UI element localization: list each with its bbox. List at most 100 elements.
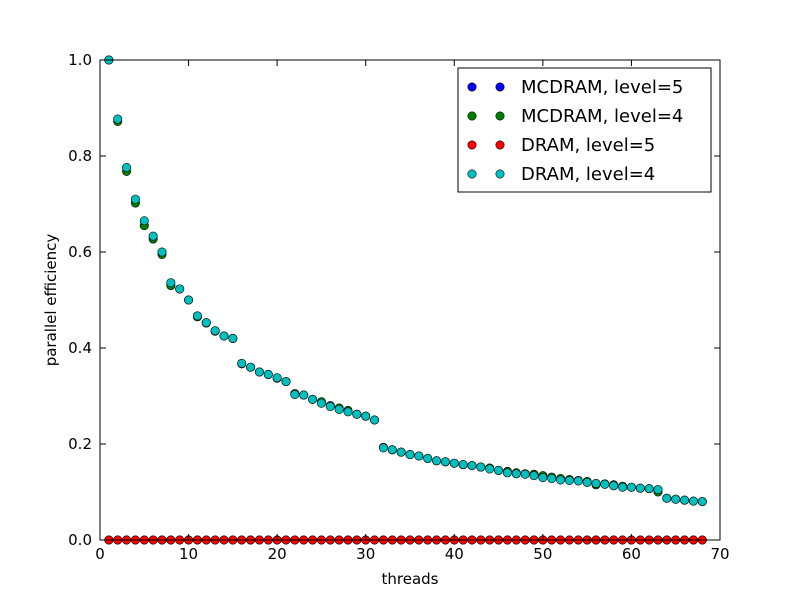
legend-marker: [495, 111, 505, 121]
data-point: [662, 493, 672, 503]
data-point: [254, 367, 264, 377]
data-point: [263, 369, 273, 379]
axis-ticks: 0 10 20 30 40 50 60 70 0.0 0.2 0.4 0.6 0.8 1.0: [68, 51, 729, 563]
legend-item: MCDRAM, level=4: [467, 106, 683, 127]
data-point: [210, 326, 220, 336]
y-tick-label: 0.4: [68, 339, 92, 357]
x-tick-label: 50: [533, 545, 552, 563]
data-point: [228, 333, 238, 343]
data-point: [175, 284, 185, 294]
legend-marker: [467, 140, 477, 150]
y-tick-label: 0.6: [68, 243, 92, 261]
data-point: [299, 390, 309, 400]
data-point: [423, 453, 433, 463]
data-point: [201, 318, 211, 328]
y-axis-label: parallel efficiency: [42, 234, 60, 367]
data-point: [122, 163, 132, 173]
data-point: [157, 247, 167, 257]
data-point: [192, 311, 202, 321]
data-point: [449, 458, 459, 468]
x-tick-label: 0: [95, 545, 105, 563]
data-point: [520, 469, 530, 479]
data-point: [414, 451, 424, 461]
data-point: [644, 484, 654, 494]
data-point: [688, 496, 698, 506]
data-point: [635, 483, 645, 493]
data-point: [653, 485, 663, 495]
data-point: [440, 457, 450, 467]
y-tick-label: 1.0: [68, 51, 92, 69]
plot-area: [99, 59, 721, 541]
legend-label: DRAM, level=4: [521, 164, 655, 185]
data-point: [458, 460, 468, 470]
legend-marker: [495, 140, 505, 150]
legend-marker: [495, 82, 505, 92]
legend-label: DRAM, level=5: [521, 135, 655, 156]
legend-item: DRAM, level=4: [467, 164, 655, 185]
data-point: [361, 411, 371, 421]
data-point: [680, 495, 690, 505]
data-point: [184, 295, 194, 305]
data-point: [556, 475, 566, 485]
data-point: [564, 475, 574, 485]
y-tick-label: 0.0: [68, 531, 92, 549]
x-axis-label: threads: [382, 570, 439, 588]
legend-item: MCDRAM, level=5: [467, 77, 683, 98]
data-point: [626, 482, 636, 492]
data-point: [325, 402, 335, 412]
data-point: [387, 445, 397, 455]
legend-marker: [495, 169, 505, 179]
data-point: [281, 377, 291, 387]
data-point: [334, 404, 344, 414]
data-point: [671, 494, 681, 504]
data-point: [609, 481, 619, 491]
legend-marker: [467, 111, 477, 121]
data-point: [582, 477, 592, 487]
legend-label: MCDRAM, level=5: [521, 77, 683, 98]
x-tick-label: 20: [268, 545, 287, 563]
data-point: [467, 461, 477, 471]
data-point: [538, 473, 548, 483]
data-point: [600, 479, 610, 489]
data-point: [113, 114, 123, 124]
data-point: [591, 478, 601, 488]
data-point: [148, 231, 158, 241]
data-point: [476, 462, 486, 472]
data-point: [485, 464, 495, 474]
data-point: [432, 456, 442, 466]
data-point: [502, 468, 512, 478]
data-point: [494, 465, 504, 475]
data-point: [139, 216, 149, 226]
data-point: [511, 469, 521, 479]
data-point: [272, 373, 282, 383]
x-tick-label: 10: [179, 545, 198, 563]
data-point: [290, 390, 300, 400]
data-point: [573, 476, 583, 486]
y-tick-label: 0.2: [68, 435, 92, 453]
data-point: [370, 415, 380, 425]
data-point: [697, 497, 707, 507]
data-point: [352, 409, 362, 419]
legend: MCDRAM, level=5 MCDRAM, level=4 DRAM, leve…: [457, 67, 712, 193]
legend-marker: [467, 82, 477, 92]
data-point: [547, 474, 557, 484]
series-dram-level-4: [104, 55, 707, 507]
data-point: [316, 398, 326, 408]
data-point: [219, 331, 229, 341]
data-point: [405, 450, 415, 460]
data-point: [166, 278, 176, 288]
data-point: [308, 394, 318, 404]
legend-items: MCDRAM, level=5 MCDRAM, level=4 DRAM, leve…: [467, 77, 683, 185]
x-tick-label: 40: [445, 545, 464, 563]
legend-label: MCDRAM, level=4: [521, 106, 683, 127]
data-point: [237, 358, 247, 368]
data-point: [130, 194, 140, 204]
x-tick-label: 70: [710, 545, 729, 563]
data-point: [396, 447, 406, 457]
data-point: [529, 471, 539, 481]
data-point: [343, 407, 353, 417]
y-tick-label: 0.8: [68, 147, 92, 165]
legend-marker: [467, 169, 477, 179]
x-tick-label: 30: [356, 545, 375, 563]
